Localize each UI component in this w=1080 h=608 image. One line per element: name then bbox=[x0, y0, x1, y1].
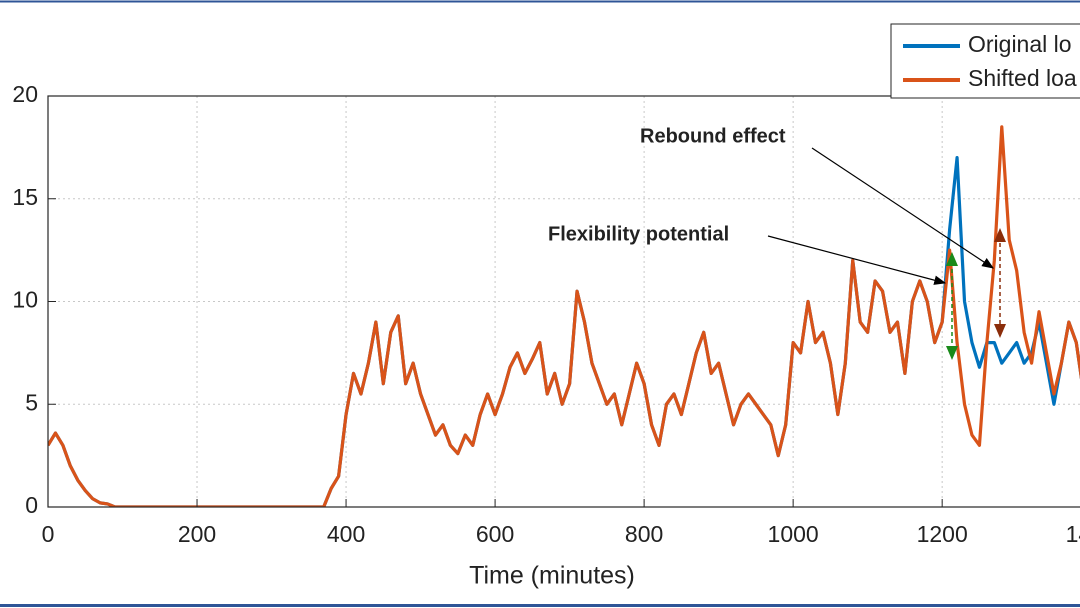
grid bbox=[47, 95, 1080, 508]
annotation-arrow bbox=[811, 147, 995, 269]
annotation-arrow bbox=[767, 235, 947, 285]
x-tick-label: 800 bbox=[625, 521, 663, 547]
legend: Original lo Shifted loa bbox=[890, 23, 1080, 99]
x-tick-label: 1400 bbox=[1066, 521, 1080, 547]
plot-area bbox=[48, 125, 1080, 507]
y-tick-label: 0 bbox=[25, 492, 38, 518]
annotation: Flexibility potential bbox=[548, 223, 729, 245]
x-tick-label: 1200 bbox=[917, 521, 968, 547]
series-line bbox=[48, 156, 1080, 507]
x-tick-label: 1000 bbox=[768, 521, 819, 547]
legend-box bbox=[890, 23, 1080, 99]
annotation: Rebound effect bbox=[640, 125, 786, 147]
y-tick-label: 20 bbox=[12, 81, 38, 107]
y-tick-label: 15 bbox=[12, 184, 38, 210]
legend-label: Original lo bbox=[968, 31, 1072, 57]
x-tick-label: 200 bbox=[178, 521, 216, 547]
ticks: 051015200200400600800100012001400 bbox=[12, 81, 1080, 547]
x-tick-label: 600 bbox=[476, 521, 514, 547]
y-tick-label: 5 bbox=[25, 389, 38, 415]
legend-label: Shifted loa bbox=[968, 65, 1077, 91]
x-tick-label: 0 bbox=[42, 521, 55, 547]
x-axis-label: Time (minutes) bbox=[469, 562, 635, 590]
series-line bbox=[48, 125, 1080, 507]
x-tick-label: 400 bbox=[327, 521, 365, 547]
y-tick-label: 10 bbox=[12, 287, 38, 313]
